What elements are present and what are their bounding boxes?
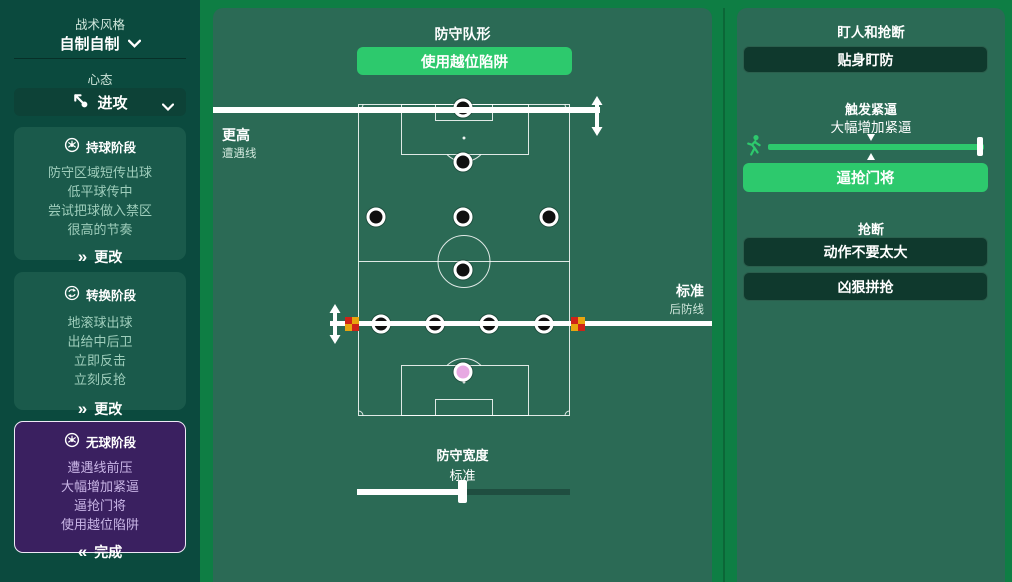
double-chevron-right-icon: » <box>77 247 88 266</box>
defensive-width-value: 标准 <box>449 468 476 483</box>
ball-icon <box>64 432 80 451</box>
chevron-down-icon <box>161 98 175 115</box>
tactical-style-value: 自制自制 <box>59 36 120 53</box>
defensive-width-track-empty[interactable] <box>464 489 570 495</box>
change-button[interactable]: » 更改 <box>78 247 122 267</box>
mentality-select[interactable]: 进攻 <box>14 88 186 116</box>
out-of-possession-header: 无球阶段 <box>64 432 136 451</box>
player-dot-gk[interactable] <box>453 362 473 382</box>
trigger-press-label: 触发紧逼 <box>844 102 897 117</box>
line-of-engagement-label: 遭遇线 <box>222 148 257 160</box>
stay-on-feet-button[interactable]: 动作不要太大 <box>743 237 988 267</box>
line-of-engagement-handle[interactable] <box>590 96 604 136</box>
defensive-line-handle[interactable] <box>328 304 342 344</box>
tight-marking-button[interactable]: 贴身盯防 <box>743 46 988 73</box>
defensive-width-title: 防守宽度 <box>436 448 489 463</box>
line-of-engagement-labels: 更高 遭遇线 <box>222 125 257 161</box>
defensive-line-slider[interactable] <box>330 321 712 326</box>
defensive-width-track-filled[interactable] <box>357 489 464 495</box>
card-title: 转换阶段 <box>85 289 136 303</box>
done-label: 完成 <box>94 544 123 560</box>
change-label: 更改 <box>94 401 123 417</box>
defensive-shape-panel: 防守队形 使用越位陷阱 <box>213 8 712 582</box>
panel-divider[interactable] <box>723 8 725 582</box>
list-item: 很高的节奏 <box>67 222 133 237</box>
corner-flag-marker <box>345 317 359 331</box>
player-dot-mid-centre[interactable] <box>453 207 473 227</box>
offside-trap-button[interactable]: 使用越位陷阱 <box>357 47 572 75</box>
card-title: 持球阶段 <box>85 141 136 155</box>
defensive-shape-title: 防守队形 <box>434 26 491 42</box>
done-button[interactable]: « 完成 <box>78 542 122 562</box>
defensive-line-labels: 标准 后防线 <box>670 281 705 317</box>
card-title: 无球阶段 <box>85 436 136 450</box>
marking-tackling-panel: 盯人和抢断 贴身盯防 触发紧逼 大幅增加紧逼 逼抢门将 抢断 动作不要太大 凶狠… <box>737 8 1005 582</box>
player-dot-mid-left[interactable] <box>366 207 386 227</box>
in-transition-header: 转换阶段 <box>64 285 136 304</box>
list-item: 尝试把球做入禁区 <box>47 203 152 218</box>
card-items: 地滚球出球 出给中后卫 立即反击 立刻反抢 <box>67 313 132 389</box>
corner-flag-marker <box>571 317 585 331</box>
list-item: 使用越位陷阱 <box>60 517 139 532</box>
trigger-press-value: 大幅增加紧逼 <box>830 120 912 135</box>
list-item: 逼抢门将 <box>73 498 126 513</box>
double-chevron-right-icon: » <box>77 399 88 418</box>
defensive-width-handle[interactable] <box>458 480 467 503</box>
card-items: 遭遇线前压 大幅增加紧逼 逼抢门将 使用越位陷阱 <box>61 458 139 534</box>
press-default-marker-bottom <box>867 153 875 160</box>
marking-tackling-title: 盯人和抢断 <box>837 25 905 40</box>
card-items: 防守区域短传出球 低平球传中 尝试把球做入禁区 很高的节奏 <box>48 163 152 239</box>
player-dot-defensive-mid[interactable] <box>453 260 473 280</box>
player-dot-attacking-mid[interactable] <box>453 152 473 172</box>
mentality-label: 心态 <box>87 73 113 87</box>
tactical-style-label: 战术风格 <box>74 18 125 32</box>
trigger-press-track[interactable] <box>768 144 984 150</box>
press-goalkeeper-button[interactable]: 逼抢门将 <box>743 163 988 192</box>
defensive-line-value: 标准 <box>676 283 704 299</box>
out-of-possession-card: 无球阶段 遭遇线前压 大幅增加紧逼 逼抢门将 使用越位陷阱 « 完成 <box>14 421 186 560</box>
list-item: 地滚球出球 <box>67 315 133 330</box>
ball-icon <box>64 137 80 156</box>
chevron-down-icon <box>127 35 141 52</box>
in-possession-header: 持球阶段 <box>64 137 136 156</box>
player-dot-mid-right[interactable] <box>539 207 559 227</box>
pitch <box>358 98 570 416</box>
change-label: 更改 <box>94 249 123 265</box>
transition-cycle-icon <box>64 285 80 304</box>
get-stuck-in-button[interactable]: 凶狠拼抢 <box>743 272 988 301</box>
in-transition-card: 转换阶段 地滚球出球 出给中后卫 立即反击 立刻反抢 » 更改 <box>14 272 186 417</box>
list-item: 大幅增加紧逼 <box>60 479 139 494</box>
press-default-marker-top <box>867 134 875 141</box>
list-item: 立刻反抢 <box>73 372 126 387</box>
list-item: 低平球传中 <box>67 184 133 199</box>
list-item: 遭遇线前压 <box>67 460 133 475</box>
defensive-line-label: 后防线 <box>669 304 705 316</box>
double-chevron-left-icon: « <box>77 542 88 561</box>
tackling-label: 抢断 <box>857 222 884 237</box>
line-of-engagement-slider[interactable] <box>213 107 600 113</box>
line-of-engagement-value: 更高 <box>222 127 250 143</box>
list-item: 出给中后卫 <box>67 334 133 349</box>
sidebar: 战术风格 自制自制 心态 进攻 <box>0 0 200 582</box>
trigger-press-handle[interactable] <box>977 137 983 156</box>
list-item: 立即反击 <box>73 353 126 368</box>
tactical-style-select[interactable]: 自制自制 <box>0 33 200 54</box>
in-possession-card: 持球阶段 防守区域短传出球 低平球传中 尝试把球做入禁区 很高的节奏 » 更改 <box>14 127 186 265</box>
runner-icon <box>743 134 764 158</box>
change-button[interactable]: » 更改 <box>78 399 122 419</box>
mentality-value: 进攻 <box>97 94 128 112</box>
list-item: 防守区域短传出球 <box>47 165 152 180</box>
divider <box>14 58 186 59</box>
attack-arrow-icon <box>72 92 89 113</box>
